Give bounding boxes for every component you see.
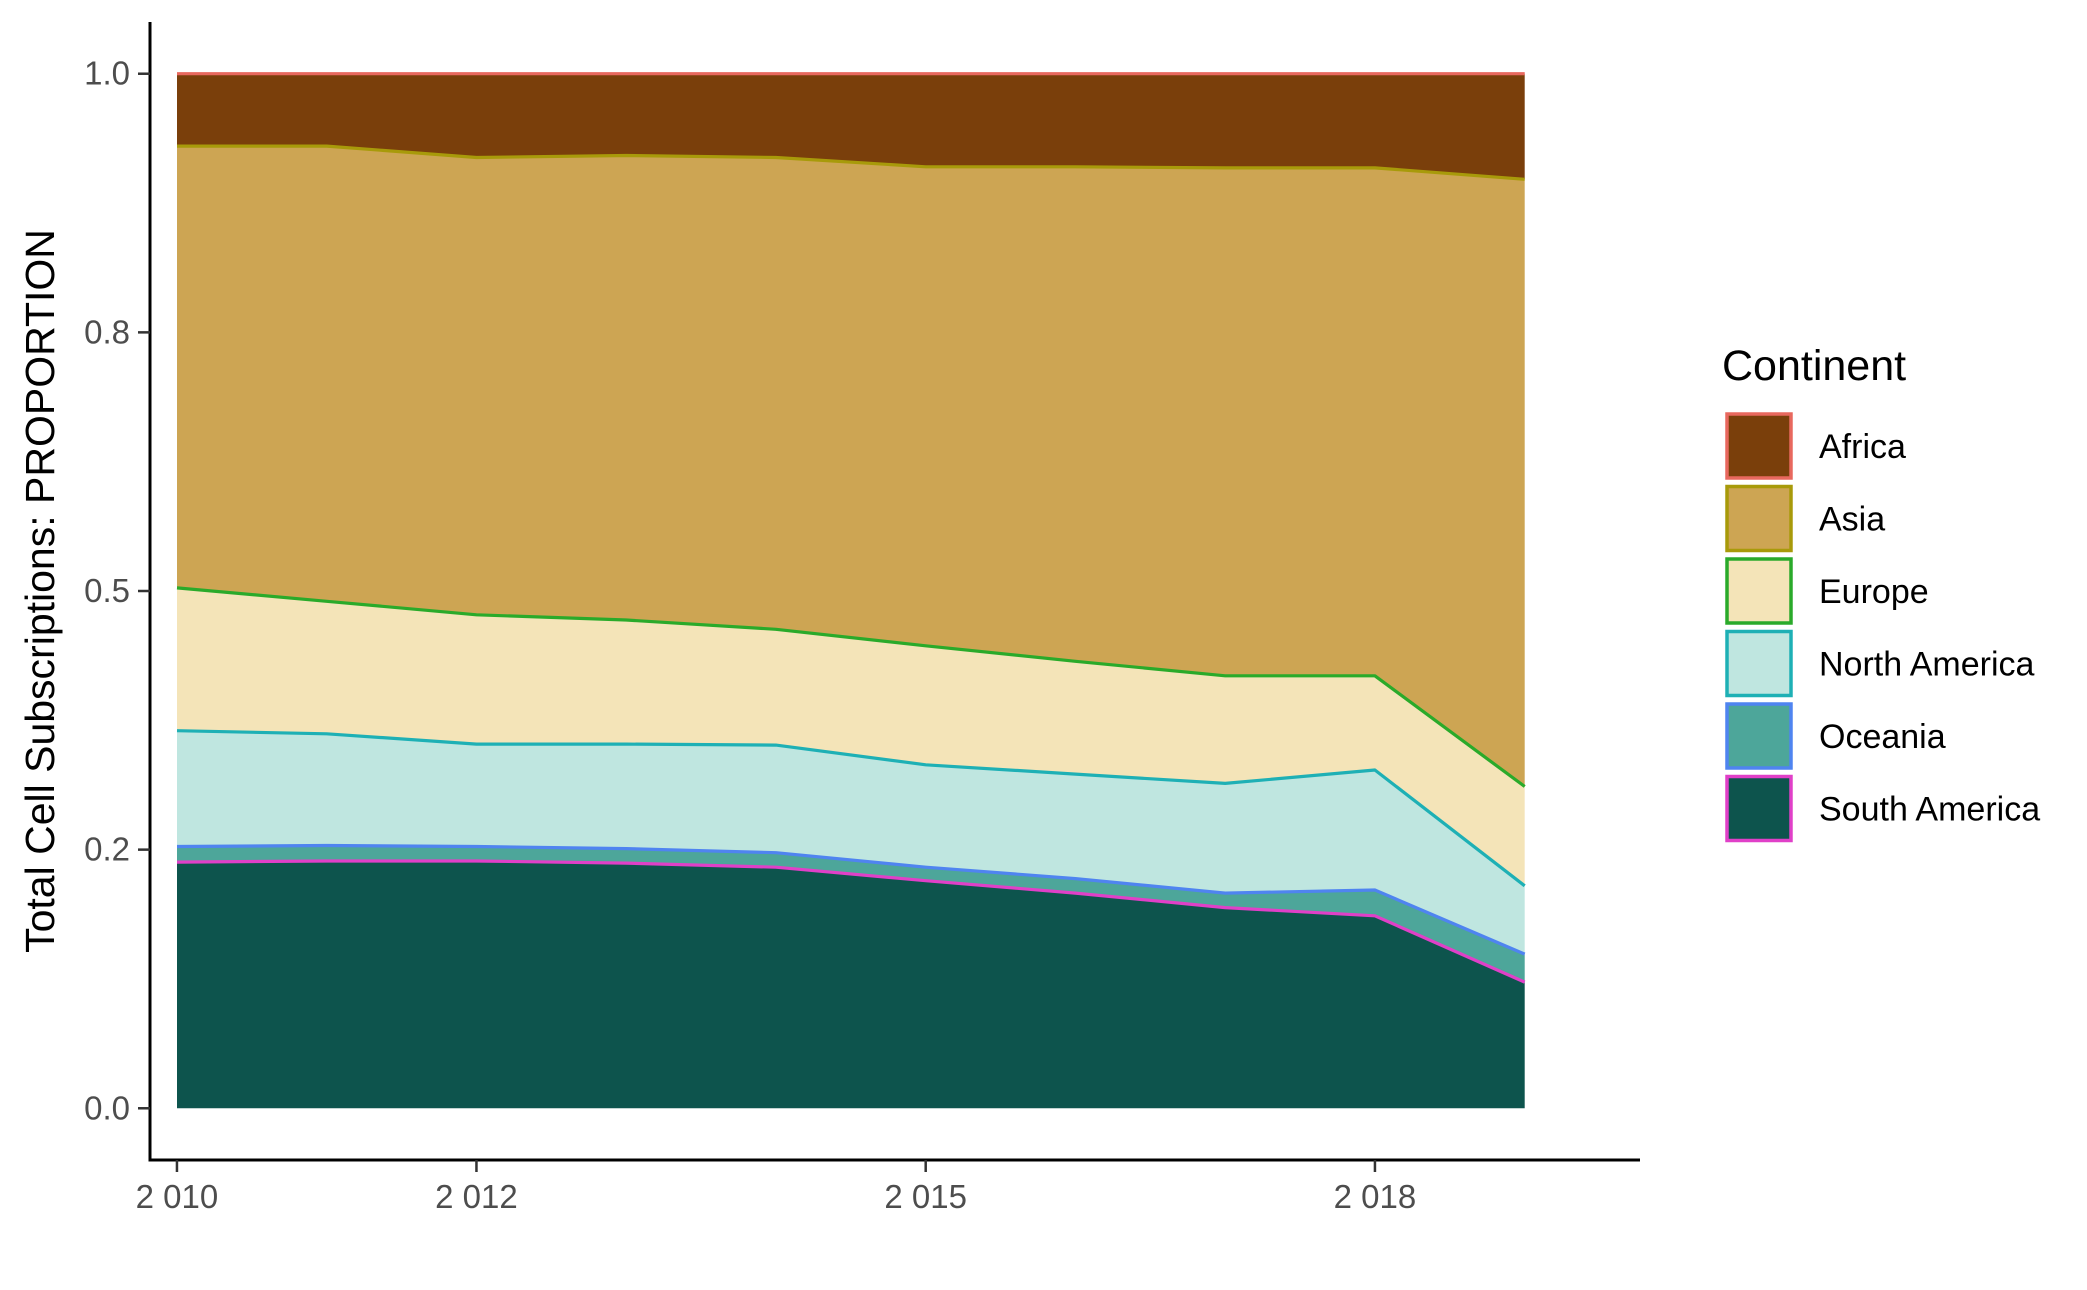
area-layers (177, 73, 1525, 1109)
line-north-america (176, 729, 1526, 888)
axes: 0.0 0.2 0.5 0.8 1.0 2 010 2 012 2 015 2 018 Total… (17, 22, 1640, 1215)
y-tick-label: 0.8 (84, 313, 130, 350)
area-europe (177, 587, 1525, 886)
legend-key-africa (1725, 412, 1793, 480)
y-tick-label: 0.5 (84, 572, 130, 609)
legend-key-asia (1725, 484, 1793, 553)
line-south-america (176, 859, 1526, 984)
x-tick-label: 2 010 (136, 1178, 219, 1215)
y-tick-label: 0.0 (84, 1089, 130, 1126)
legend-key-europe (1725, 557, 1793, 625)
y-tick-label: 1.0 (84, 55, 130, 92)
x-tick-label: 2 015 (884, 1178, 967, 1215)
legend-label-south-america: South America (1819, 791, 2040, 829)
legend-key-north-america (1725, 629, 1793, 698)
legend-label-oceania: Oceania (1819, 718, 1946, 756)
legend-key-oceania (1725, 702, 1793, 770)
legend-title: Continent (1722, 342, 1906, 390)
legend: Continent Africa Asia Europe North America Oc… (1722, 342, 2040, 843)
area-north-america (177, 730, 1525, 955)
line-asia (177, 144, 1525, 181)
area-asia (177, 146, 1525, 787)
x-tick-label: 2 018 (1334, 1178, 1417, 1215)
y-axis-title: Total Cell Subscriptions: PROPORTION (17, 229, 63, 953)
x-tick-label: 2 012 (435, 1178, 518, 1215)
area-south-america (177, 861, 1525, 1109)
legend-label-asia: Asia (1819, 501, 1885, 539)
line-oceania (176, 843, 1526, 956)
series-lines (176, 72, 1526, 984)
legend-label-north-america: North America (1819, 646, 2034, 684)
area-africa (177, 73, 1525, 180)
legend-key-south-america (1725, 774, 1793, 843)
y-tick-label: 0.2 (84, 831, 130, 868)
legend-label-europe: Europe (1819, 573, 1929, 611)
line-europe (176, 586, 1526, 788)
legend-label-africa: Africa (1819, 428, 1906, 466)
